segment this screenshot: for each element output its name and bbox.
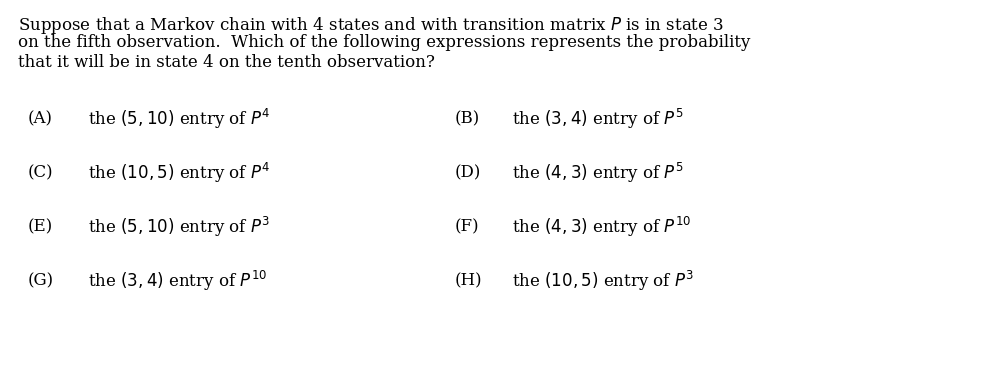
Text: (H): (H)	[454, 273, 482, 290]
Text: the $(10, 5)$ entry of $P^3$: the $(10, 5)$ entry of $P^3$	[512, 269, 693, 293]
Text: Suppose that a Markov chain with 4 states and with transition matrix $P$ is in s: Suppose that a Markov chain with 4 state…	[18, 15, 723, 36]
Text: (B): (B)	[454, 110, 479, 127]
Text: (E): (E)	[28, 218, 53, 236]
Text: (A): (A)	[28, 110, 53, 127]
Text: on the fifth observation.  Which of the following expressions represents the pro: on the fifth observation. Which of the f…	[18, 34, 749, 51]
Text: (F): (F)	[454, 218, 479, 236]
Text: the $(5, 10)$ entry of $P^4$: the $(5, 10)$ entry of $P^4$	[88, 107, 270, 131]
Text: the $(3, 4)$ entry of $P^{10}$: the $(3, 4)$ entry of $P^{10}$	[88, 269, 267, 293]
Text: (G): (G)	[28, 273, 54, 290]
Text: the $(4, 3)$ entry of $P^5$: the $(4, 3)$ entry of $P^5$	[512, 161, 683, 185]
Text: the $(3, 4)$ entry of $P^5$: the $(3, 4)$ entry of $P^5$	[512, 107, 683, 131]
Text: (C): (C)	[28, 164, 53, 182]
Text: that it will be in state 4 on the tenth observation?: that it will be in state 4 on the tenth …	[18, 54, 434, 71]
Text: the $(4, 3)$ entry of $P^{10}$: the $(4, 3)$ entry of $P^{10}$	[512, 215, 690, 239]
Text: (D): (D)	[454, 164, 480, 182]
Text: the $(10, 5)$ entry of $P^4$: the $(10, 5)$ entry of $P^4$	[88, 161, 270, 185]
Text: the $(5, 10)$ entry of $P^3$: the $(5, 10)$ entry of $P^3$	[88, 215, 270, 239]
